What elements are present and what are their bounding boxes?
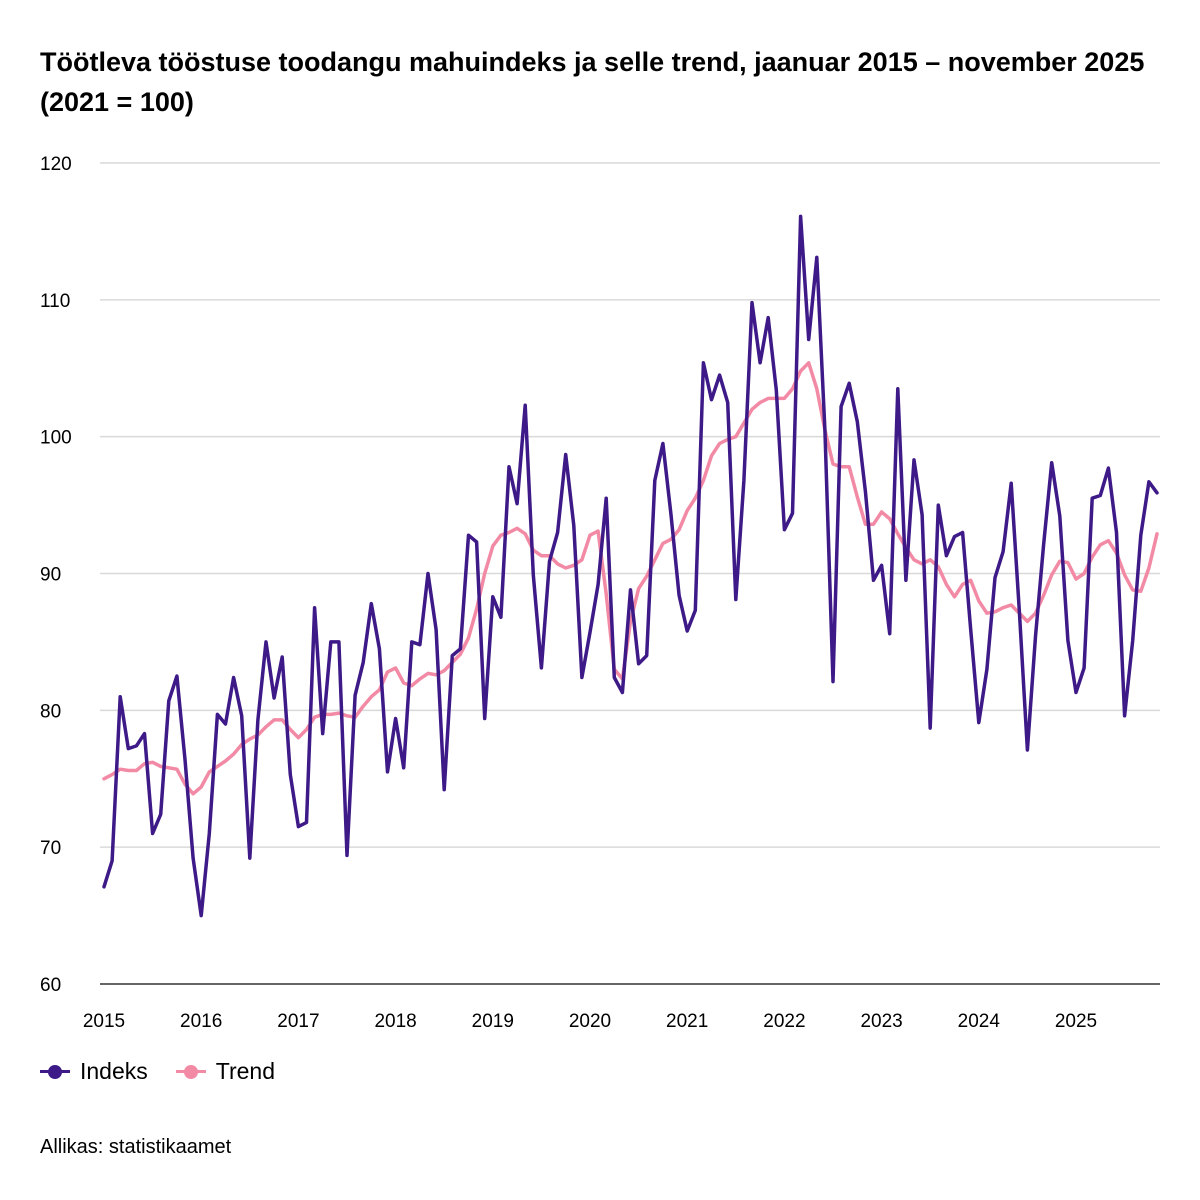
source-note: Allikas: statistikaamet bbox=[40, 1136, 232, 1158]
x-axis-ticks: 2015 2016 2017 2018 2019 2020 2021 2022 2023 2024… bbox=[83, 1011, 1097, 1032]
y-tick-label: 90 bbox=[40, 565, 61, 586]
y-tick-label: 80 bbox=[40, 701, 61, 722]
x-tick-label: 2018 bbox=[374, 1011, 416, 1032]
x-tick-label: 2024 bbox=[958, 1011, 1001, 1032]
legend: Indeks Trend bbox=[40, 1058, 275, 1085]
legend-marker-trend bbox=[175, 1064, 206, 1079]
y-axis-ticks: 60 70 80 90 100 110 120 bbox=[40, 154, 72, 996]
y-tick-label: 60 bbox=[40, 975, 61, 996]
y-tick-label: 110 bbox=[40, 291, 70, 312]
x-tick-label: 2019 bbox=[472, 1011, 514, 1032]
y-tick-label: 120 bbox=[40, 154, 72, 175]
series-line-indeks bbox=[102, 214, 1159, 918]
x-tick-label: 2023 bbox=[860, 1011, 902, 1032]
y-tick-label: 70 bbox=[40, 838, 61, 859]
x-tick-label: 2016 bbox=[180, 1011, 222, 1032]
series-line-trend bbox=[102, 361, 1159, 796]
legend-item-indeks[interactable]: Indeks bbox=[40, 1058, 148, 1085]
y-tick-label: 100 bbox=[40, 428, 72, 449]
x-tick-label: 2021 bbox=[666, 1011, 708, 1032]
x-tick-label: 2017 bbox=[277, 1011, 319, 1032]
legend-label: Trend bbox=[215, 1058, 275, 1084]
chart-title: Töötleva tööstuse toodangu mahuindeks ja… bbox=[40, 47, 1145, 117]
legend-item-trend[interactable]: Trend bbox=[175, 1058, 275, 1085]
gridlines bbox=[100, 162, 1160, 985]
x-tick-label: 2015 bbox=[83, 1011, 125, 1032]
legend-marker-indeks bbox=[40, 1064, 70, 1079]
series-lines bbox=[102, 214, 1159, 918]
x-tick-label: 2025 bbox=[1055, 1011, 1097, 1032]
x-tick-label: 2020 bbox=[569, 1011, 611, 1032]
x-tick-label: 2022 bbox=[763, 1011, 805, 1032]
legend-label: Indeks bbox=[80, 1058, 148, 1084]
